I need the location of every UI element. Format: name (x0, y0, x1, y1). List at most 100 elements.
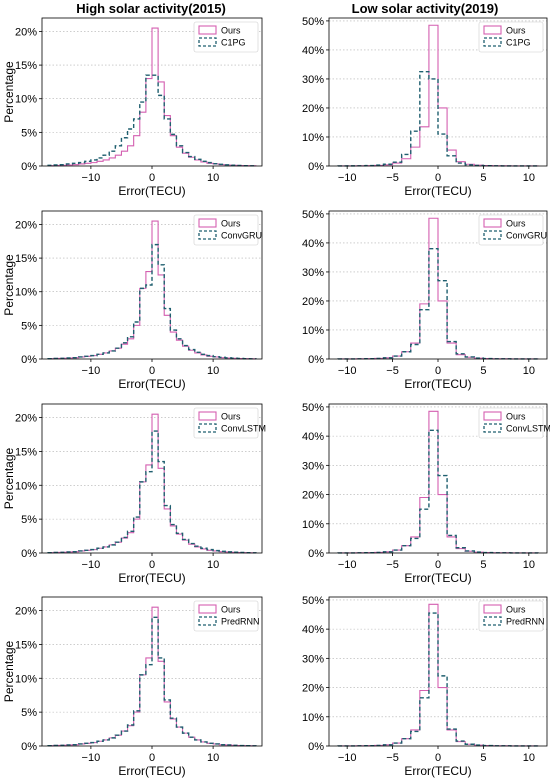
chart-7-legend-swatch-1 (198, 616, 217, 626)
chart-4-xtick-label-3: 5 (480, 365, 486, 377)
chart-8-xlabel: Error(TECU) (404, 764, 471, 778)
chart-7-ytick-label-1: 5% (21, 707, 37, 719)
chart-4-ytick-label-0: 0% (308, 354, 324, 366)
chart-6-xlabel: Error(TECU) (404, 571, 471, 585)
chart-2-legend-swatch-0 (483, 25, 502, 35)
chart-1-xtick-label-0: −10 (82, 172, 101, 184)
chart-2: 0% 10% 20% 30% 40% 50% −10 −5 0 5 10 Error(TECU) Our… (302, 16, 548, 198)
chart-7-xtick-label-0: −10 (82, 752, 101, 764)
chart-8-xtick-label-2: 0 (435, 752, 441, 764)
chart-3: 0% 5% 10% 15% 20% −10 0 10 Error(TECU) Percentage… (2, 210, 263, 391)
chart-2-xtick-label-2: 0 (435, 172, 441, 184)
chart-6-legend-label-0: Ours (506, 412, 526, 422)
chart-1-xlabel: Error(TECU) (118, 184, 185, 198)
chart-4-legend-label-0: Ours (506, 219, 526, 229)
chart-4-xlabel: Error(TECU) (404, 377, 471, 391)
chart-8: 0% 10% 20% 30% 40% 50% −10 −5 0 5 10 Error(TECU) Our… (302, 595, 548, 778)
chart-3-xtick-label-1: 0 (149, 365, 155, 377)
chart-7-legend-label-1: PredRNN (221, 617, 260, 627)
chart-2-legend-box (478, 21, 544, 53)
chart-6-legend-box (478, 407, 544, 439)
chart-4-xtick-label-1: −5 (386, 365, 399, 377)
chart-7-ytick-label-2: 10% (15, 673, 37, 685)
chart-2-xtick-label-4: 10 (523, 172, 535, 184)
chart-8-legend-box (478, 600, 544, 632)
chart-4-ytick-label-3: 30% (302, 267, 324, 279)
chart-1-legend-box (193, 21, 259, 53)
chart-6-ytick-label-5: 50% (302, 402, 324, 414)
chart-4-legend: Ours ConvGRU (478, 214, 547, 246)
chart-8-ytick-label-3: 30% (302, 653, 324, 665)
chart-8-legend: Ours PredRNN (478, 600, 545, 632)
chart-3-ytick-label-1: 5% (21, 320, 37, 332)
chart-2-ytick-label-1: 10% (302, 132, 324, 144)
chart-1-ytick-label-1: 5% (21, 127, 37, 139)
chart-8-legend-swatch-1 (483, 616, 502, 626)
chart-6-legend: Ours ConvLSTM (478, 407, 550, 439)
chart-6-xtick-label-2: 0 (435, 559, 441, 571)
chart-1-ytick-label-2: 10% (15, 94, 37, 106)
chart-3-series-convgru (47, 243, 257, 360)
chart-6-legend-swatch-1 (483, 423, 502, 433)
chart-3-legend-swatch-1 (198, 230, 217, 240)
chart-1-ytick-label-4: 20% (15, 26, 37, 38)
chart-8-ytick-label-0: 0% (308, 741, 324, 753)
chart-5-legend-label-1: ConvLSTM (221, 424, 266, 434)
chart-8-legend-swatch-0 (483, 604, 502, 614)
chart-5-legend: Ours ConvLSTM (193, 407, 266, 439)
chart-5-legend-swatch-1 (198, 423, 217, 433)
chart-3-ytick-label-2: 10% (15, 287, 37, 299)
chart-3-legend-box (193, 214, 259, 246)
chart-6-xtick-label-4: 10 (523, 559, 535, 571)
chart-1-legend-swatch-0 (198, 25, 217, 35)
chart-6-ytick-label-4: 40% (302, 431, 324, 443)
chart-1-ytick-label-0: 0% (21, 161, 37, 173)
chart-7-legend: Ours PredRNN (193, 600, 260, 632)
chart-5: 0% 5% 10% 15% 20% −10 0 10 Error(TECU) Percentage… (2, 403, 266, 585)
chart-3-legend-label-0: Ours (221, 219, 241, 229)
chart-4-legend-label-1: ConvGRU (506, 231, 547, 241)
chart-4: 0% 10% 20% 30% 40% 50% −10 −5 0 5 10 Error(TECU) Our… (302, 209, 548, 391)
chart-2-ytick-label-3: 30% (302, 74, 324, 86)
chart-3-legend-label-1: ConvGRU (221, 231, 262, 241)
chart-2-ytick-label-4: 40% (302, 45, 324, 57)
chart-3-xtick-label-0: −10 (82, 365, 101, 377)
chart-4-xtick-label-2: 0 (435, 365, 441, 377)
chart-1-ytick-label-3: 15% (15, 60, 37, 72)
chart-6-ytick-label-2: 20% (302, 490, 324, 502)
chart-5-legend-label-0: Ours (221, 412, 241, 422)
chart-2-legend-label-0: Ours (506, 26, 526, 36)
chart-5-xtick-label-0: −10 (82, 559, 101, 571)
chart-5-ytick-label-3: 15% (15, 446, 37, 458)
chart-7-ytick-label-3: 15% (15, 639, 37, 651)
chart-4-legend-box (478, 214, 544, 246)
chart-2-legend-swatch-1 (483, 37, 502, 47)
chart-8-xtick-label-0: −10 (338, 752, 357, 764)
chart-2-legend-label-1: C1PG (506, 38, 531, 48)
chart-6: 0% 10% 20% 30% 40% 50% −10 −5 0 5 10 Error(TECU) Our… (302, 402, 550, 585)
chart-4-ytick-label-5: 50% (302, 209, 324, 221)
chart-6-ytick-label-1: 10% (302, 519, 324, 531)
chart-2-xtick-label-1: −5 (386, 172, 399, 184)
chart-4-ytick-label-1: 10% (302, 325, 324, 337)
chart-1-xtick-label-2: 10 (207, 172, 219, 184)
chart-3-legend: Ours ConvGRU (193, 214, 262, 246)
chart-5-xtick-label-1: 0 (149, 559, 155, 571)
chart-2-ytick-label-5: 50% (302, 16, 324, 28)
chart-4-ytick-label-4: 40% (302, 238, 324, 250)
chart-5-series-convlstm (47, 430, 257, 554)
chart-3-ytick-label-3: 15% (15, 253, 37, 265)
chart-7-legend-box (193, 600, 259, 632)
chart-5-ytick-label-4: 20% (15, 413, 37, 425)
chart-6-legend-label-1: ConvLSTM (506, 424, 550, 434)
chart-1-legend-label-1: C1PG (221, 38, 246, 48)
chart-7: 0% 5% 10% 15% 20% −10 0 10 Error(TECU) Percentage… (2, 596, 263, 778)
chart-4-ytick-label-2: 20% (302, 296, 324, 308)
chart-1-legend-swatch-1 (198, 37, 217, 47)
chart-2-series-c1pg (337, 70, 539, 167)
chart-8-xtick-label-4: 10 (523, 752, 535, 764)
chart-7-ylabel: Percentage (2, 640, 16, 702)
chart-3-legend-swatch-0 (198, 218, 217, 228)
chart-6-legend-swatch-0 (483, 411, 502, 421)
chart-1-ylabel: Percentage (2, 61, 16, 123)
